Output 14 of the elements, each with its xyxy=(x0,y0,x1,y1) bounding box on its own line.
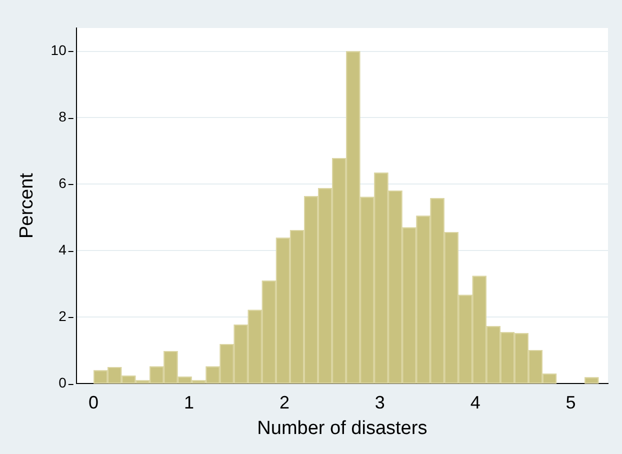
x-axis-title: Number of disasters xyxy=(257,418,428,439)
y-tick-label: 4 xyxy=(58,242,67,258)
y-tick-label: 6 xyxy=(58,175,67,192)
y-tick-label: 10 xyxy=(50,42,67,58)
y-tick-label: 8 xyxy=(58,108,67,125)
y-axis-title: Percent xyxy=(16,172,38,239)
x-tick-label: 4 xyxy=(470,392,480,412)
x-tick-label: 5 xyxy=(566,392,576,412)
x-tick-label: 3 xyxy=(374,392,385,412)
x-tick-label: 0 xyxy=(88,392,99,412)
y-tick-label: 0 xyxy=(58,374,67,390)
x-tick-label: 2 xyxy=(279,392,290,412)
x-tick-label: 1 xyxy=(184,392,194,412)
y-tick-label: 2 xyxy=(58,308,67,324)
